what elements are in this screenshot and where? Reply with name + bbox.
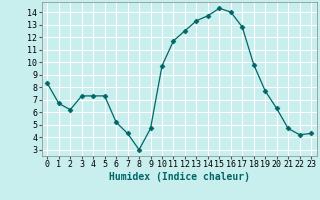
X-axis label: Humidex (Indice chaleur): Humidex (Indice chaleur) <box>109 172 250 182</box>
